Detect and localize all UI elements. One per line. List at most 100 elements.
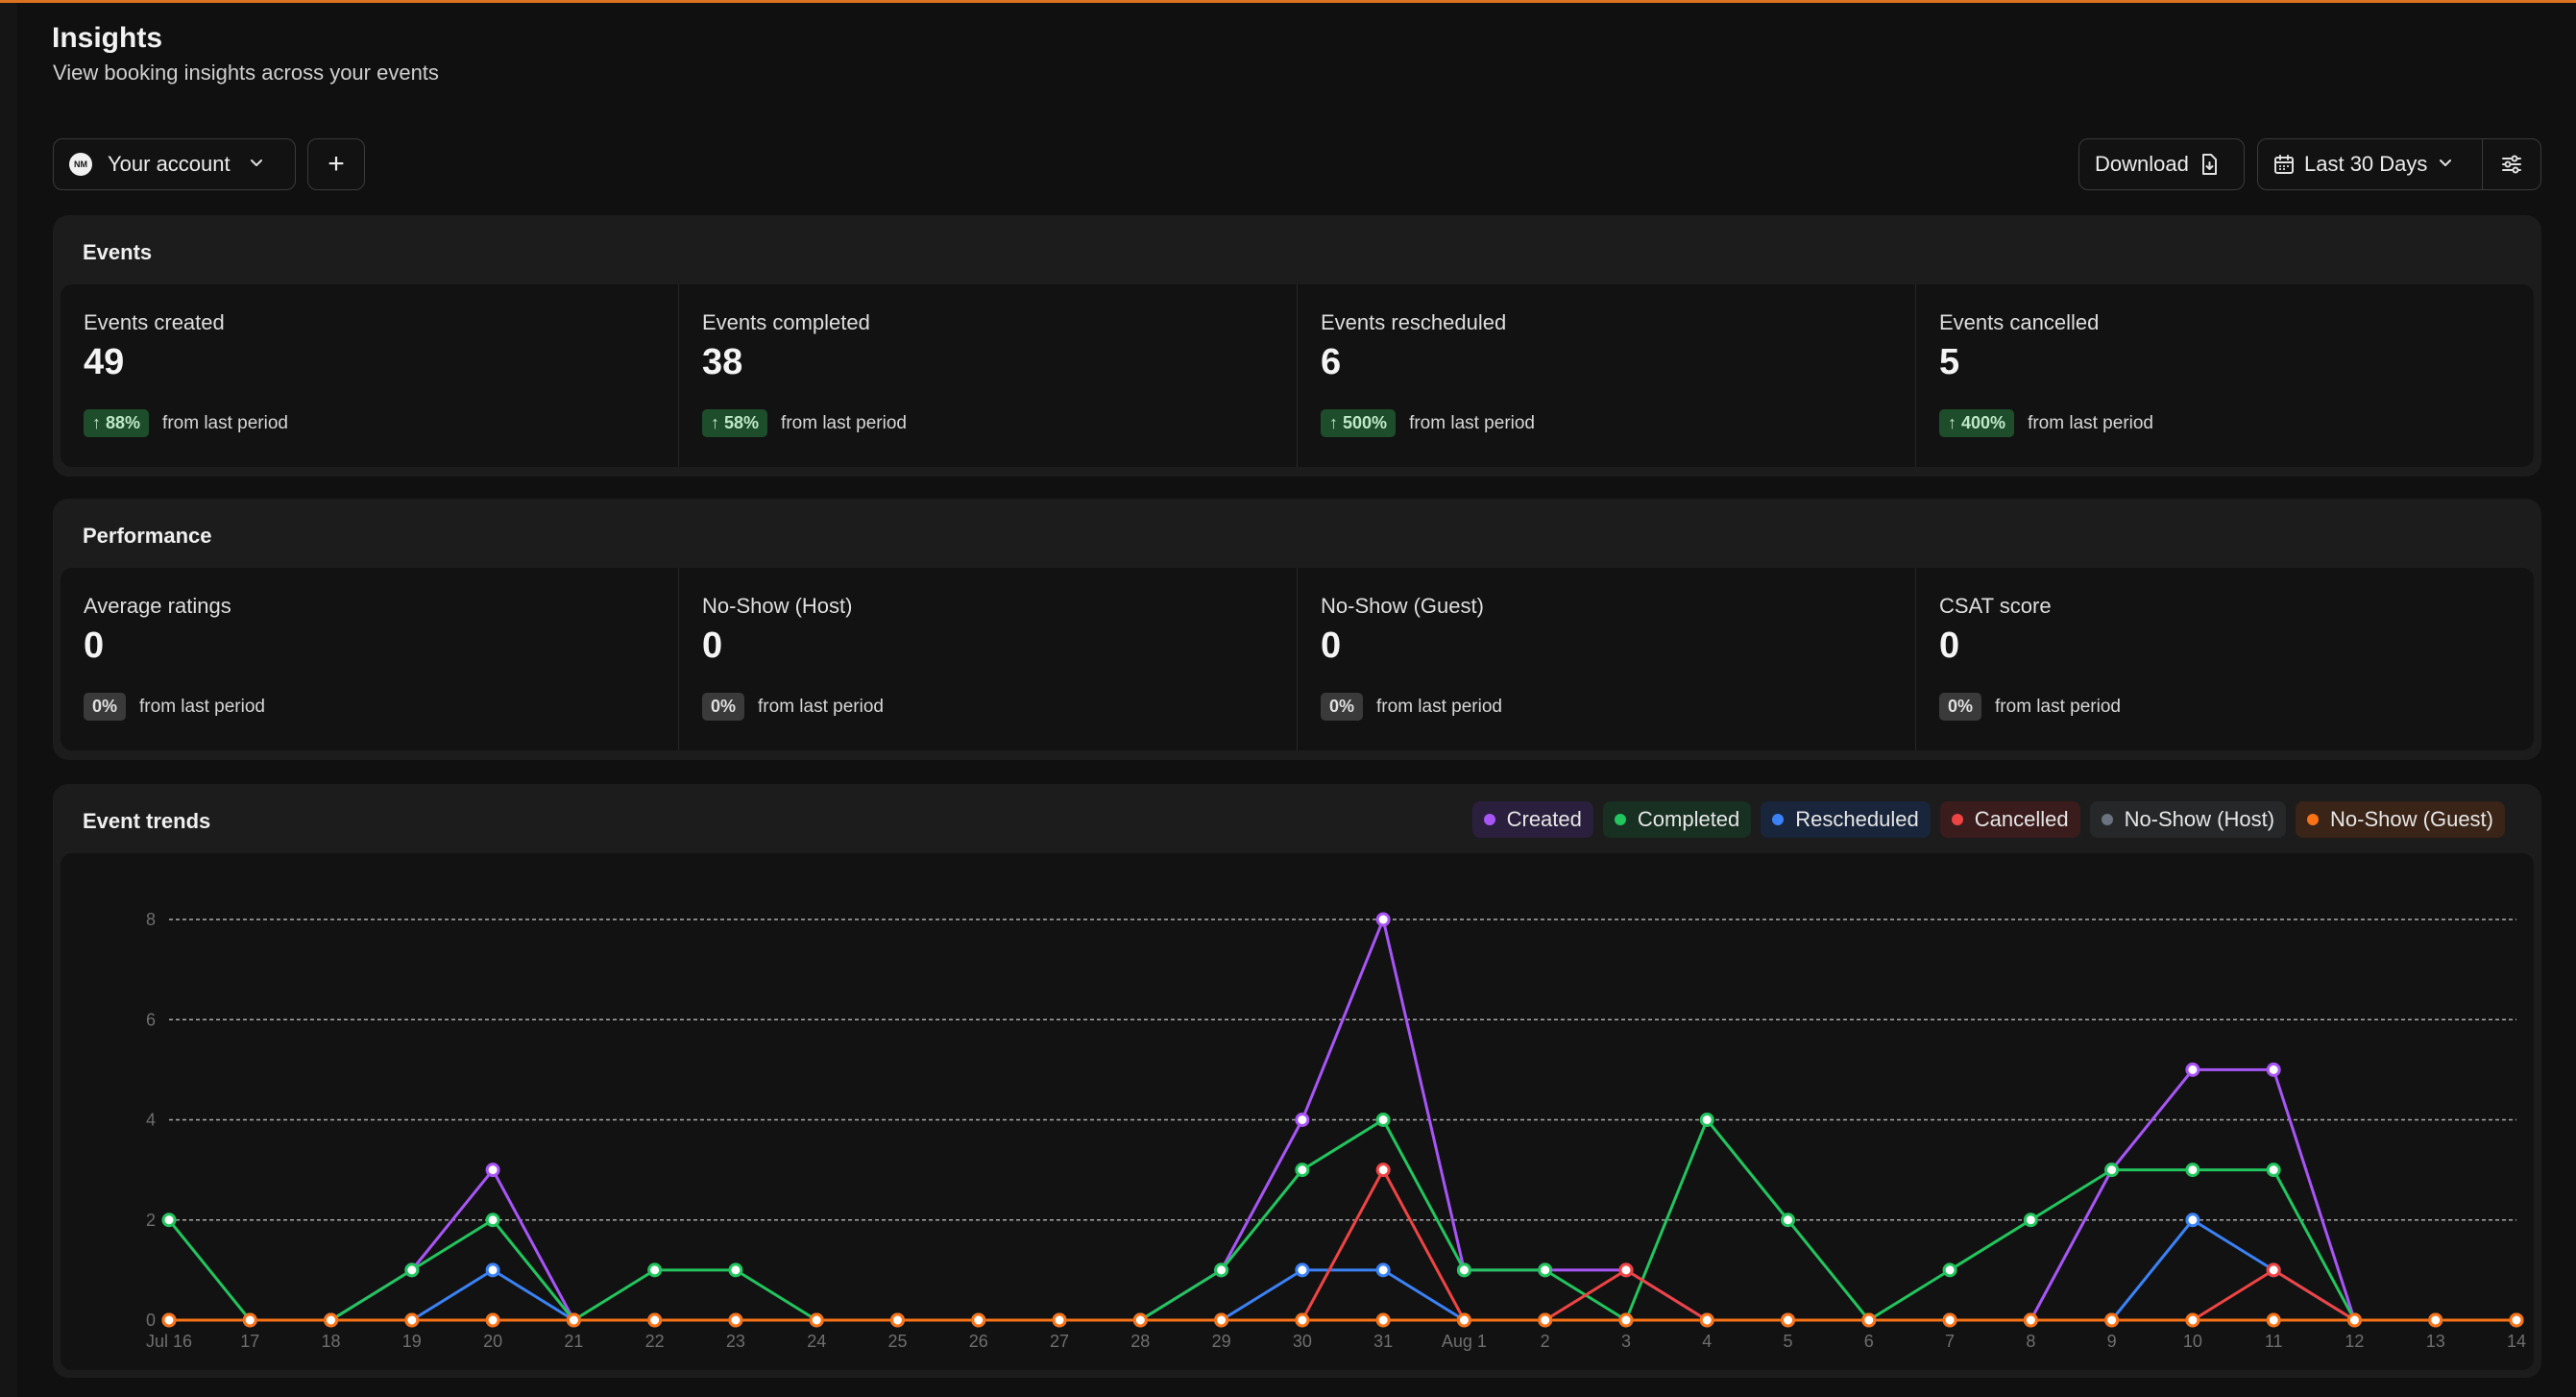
y-tick-label: 2 bbox=[146, 1211, 156, 1230]
data-point-completed bbox=[404, 1262, 420, 1278]
performance-section: Performance Average ratings 0 0% from las… bbox=[53, 499, 2541, 760]
legend-label: No-Show (Host) bbox=[2124, 807, 2275, 831]
change-badge: 0% bbox=[1321, 693, 1364, 721]
data-point-completed bbox=[1456, 1262, 1471, 1278]
legend-dot bbox=[2101, 814, 2113, 825]
data-point-no-show-guest bbox=[1295, 1312, 1310, 1328]
data-point-no-show-guest bbox=[809, 1312, 824, 1328]
stat-label: Average ratings bbox=[84, 594, 231, 618]
stat-value: 0 bbox=[1321, 625, 1342, 666]
x-tick-label: 10 bbox=[2183, 1332, 2202, 1351]
x-tick-label: 31 bbox=[1373, 1332, 1393, 1351]
legend-label: Created bbox=[1506, 807, 1582, 831]
change-suffix: from last period bbox=[139, 696, 265, 717]
legend-chip-no-show-host[interactable]: No-Show (Host) bbox=[2089, 801, 2287, 838]
stat-label: CSAT score bbox=[1939, 594, 2052, 618]
stat-value: 6 bbox=[1321, 342, 1342, 382]
data-point-completed bbox=[647, 1262, 663, 1278]
download-button[interactable]: Download bbox=[2078, 138, 2245, 190]
data-point-created bbox=[1295, 1113, 1310, 1127]
data-point-no-show-guest bbox=[404, 1312, 420, 1328]
account-selector[interactable]: NM Your account bbox=[53, 138, 296, 190]
date-range-button[interactable]: Last 30 Days bbox=[2258, 139, 2484, 189]
data-point-created bbox=[2185, 1062, 2200, 1077]
y-tick-label: 8 bbox=[146, 910, 156, 929]
date-range-group: Last 30 Days bbox=[2257, 138, 2541, 190]
data-point-completed bbox=[2023, 1213, 2038, 1228]
x-tick-label: 20 bbox=[483, 1332, 502, 1351]
data-point-no-show-guest bbox=[2266, 1312, 2281, 1328]
legend-chip-created[interactable]: Created bbox=[1471, 801, 1593, 838]
stat-label: No-Show (Guest) bbox=[1321, 594, 1484, 618]
change-badge: 0% bbox=[702, 693, 745, 721]
data-point-no-show-guest bbox=[1781, 1312, 1796, 1328]
change-suffix: from last period bbox=[781, 412, 907, 433]
data-point-no-show-guest bbox=[161, 1312, 177, 1328]
section-title: Event trends bbox=[83, 809, 211, 833]
change-badge: 0% bbox=[1939, 693, 1982, 721]
data-point-created bbox=[1375, 912, 1391, 927]
stat-value: 49 bbox=[84, 342, 125, 382]
stat-label: No-Show (Host) bbox=[702, 594, 853, 618]
stat-value: 0 bbox=[1939, 625, 1960, 666]
stat-value: 5 bbox=[1939, 342, 1960, 382]
data-point-no-show-guest bbox=[242, 1312, 257, 1328]
stat-card-events-completed: Events completed 38 ↑ 58% from last perio… bbox=[679, 284, 1298, 467]
account-label: Your account bbox=[108, 152, 231, 176]
data-point-created bbox=[485, 1163, 500, 1178]
x-tick-label: 30 bbox=[1293, 1332, 1312, 1351]
legend-chip-completed[interactable]: Completed bbox=[1602, 801, 1752, 838]
series-line-created bbox=[169, 918, 2516, 1322]
data-point-no-show-guest bbox=[1861, 1312, 1877, 1328]
data-point-no-show-guest bbox=[728, 1312, 743, 1328]
legend-chip-cancelled[interactable]: Cancelled bbox=[1939, 801, 2080, 838]
x-tick-label: 13 bbox=[2426, 1332, 2445, 1351]
x-tick-label: 6 bbox=[1864, 1332, 1874, 1351]
stat-card-events-cancelled: Events cancelled 5 ↑ 400% from last perio… bbox=[1916, 284, 2534, 467]
chart-legend: Created Completed Rescheduled Cancelled No-S… bbox=[1471, 801, 2505, 838]
change-badge: ↑ 500% bbox=[1321, 409, 1397, 437]
settings-sliders-button[interactable] bbox=[2483, 139, 2540, 189]
page-title: Insights bbox=[52, 22, 163, 54]
data-point-no-show-guest bbox=[1699, 1312, 1714, 1328]
insights-page: Insights View booking insights across yo… bbox=[17, 3, 2576, 1397]
series-line-rescheduled bbox=[169, 1218, 2516, 1322]
data-point-rescheduled bbox=[2185, 1213, 2200, 1228]
data-point-no-show-guest bbox=[647, 1312, 663, 1328]
data-point-cancelled bbox=[2266, 1262, 2281, 1278]
events-cards: Events created 49 ↑ 88% from last period … bbox=[61, 284, 2534, 467]
x-tick-label: 29 bbox=[1212, 1332, 1231, 1351]
data-point-no-show-guest bbox=[2428, 1312, 2443, 1328]
data-point-no-show-guest bbox=[566, 1312, 581, 1328]
legend-chip-rescheduled[interactable]: Rescheduled bbox=[1761, 801, 1931, 838]
stat-card-average-ratings: Average ratings 0 0% from last period bbox=[61, 568, 679, 750]
data-point-completed bbox=[2104, 1163, 2120, 1178]
change-suffix: from last period bbox=[162, 412, 288, 433]
x-tick-label: 3 bbox=[1621, 1332, 1631, 1351]
x-tick-label: Jul 16 bbox=[146, 1332, 192, 1351]
legend-chip-no-show-guest[interactable]: No-Show (Guest) bbox=[2296, 801, 2505, 838]
data-point-no-show-guest bbox=[2104, 1312, 2120, 1328]
x-tick-label: 14 bbox=[2507, 1332, 2526, 1351]
data-point-completed bbox=[1214, 1262, 1229, 1278]
data-point-completed bbox=[1295, 1163, 1310, 1178]
x-tick-label: 9 bbox=[2107, 1332, 2117, 1351]
chevron-down-icon bbox=[248, 152, 265, 177]
x-tick-label: 26 bbox=[969, 1332, 988, 1351]
data-point-no-show-guest bbox=[1942, 1312, 1957, 1328]
legend-dot bbox=[1772, 814, 1785, 825]
y-tick-label: 6 bbox=[146, 1010, 156, 1029]
performance-cards: Average ratings 0 0% from last period No-… bbox=[61, 568, 2534, 750]
change-badge: 0% bbox=[84, 693, 127, 721]
x-tick-label: 27 bbox=[1050, 1332, 1069, 1351]
add-filter-button[interactable]: + bbox=[307, 138, 365, 190]
stat-value: 0 bbox=[84, 625, 105, 666]
data-point-no-show-guest bbox=[2023, 1312, 2038, 1328]
data-point-no-show-guest bbox=[1052, 1312, 1067, 1328]
x-tick-label: 21 bbox=[564, 1332, 583, 1351]
stat-card-no-show-host: No-Show (Host) 0 0% from last period bbox=[679, 568, 1298, 750]
data-point-created bbox=[2266, 1062, 2281, 1077]
data-point-rescheduled bbox=[1375, 1262, 1391, 1278]
data-point-cancelled bbox=[1618, 1262, 1634, 1278]
